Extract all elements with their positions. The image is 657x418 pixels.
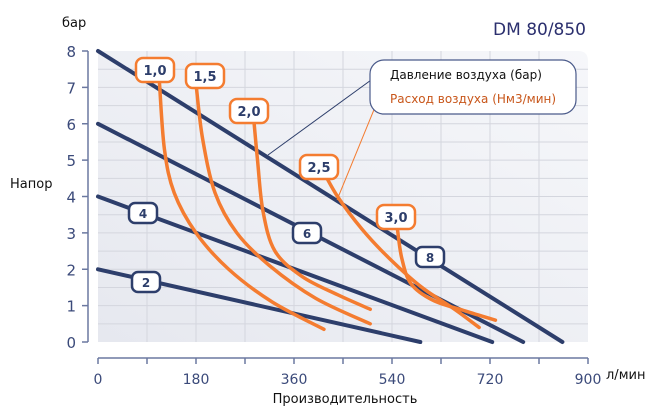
flow-label-1-0: 1,0 <box>143 64 166 79</box>
y-tick-label: 6 <box>66 116 76 134</box>
x-axis-label: Производительность <box>273 392 418 407</box>
flow-label-box <box>228 97 270 125</box>
y-tick-label: 7 <box>66 79 76 97</box>
pressure-label-6: 6 <box>303 227 311 241</box>
legend-pressure: Давление воздуха (бар) <box>390 68 542 82</box>
x-unit-label: л/мин <box>606 368 645 383</box>
pressure-label-8: 8 <box>426 251 434 265</box>
pressure-label-box <box>291 221 323 245</box>
x-tick-label: 0 <box>94 372 103 388</box>
axes: 0 1 2 3 4 5 6 7 8 0 180 360 540 720 900 <box>66 43 601 388</box>
legend-leader-flow <box>336 94 381 201</box>
legend-leader-pressure <box>267 74 379 156</box>
y-unit-label: бар <box>62 16 86 31</box>
pressure-label-box <box>130 270 162 294</box>
pressure-label-box <box>127 201 159 225</box>
flow-label-box <box>184 62 226 90</box>
y-tick-label: 3 <box>66 225 76 243</box>
pressure-label-2: 2 <box>142 276 150 290</box>
legend-box <box>369 59 577 115</box>
x-tick-label: 900 <box>575 372 602 388</box>
legend-flow: Расход воздуха (Нм3/мин) <box>390 92 556 106</box>
pressure-line-8 <box>96 49 565 344</box>
series-labels: 2 4 6 8 1,0 1,5 2,0 2,5 3,0 <box>127 56 446 294</box>
flow-curve-2-0 <box>251 111 372 312</box>
flow-curve-3-0 <box>395 227 498 322</box>
y-tick-label: 5 <box>66 152 76 170</box>
x-tick-label: 720 <box>477 372 504 388</box>
flow-label-1-5: 1,5 <box>193 70 216 85</box>
x-tick-label: 540 <box>379 372 406 388</box>
flow-curve-1-5 <box>194 81 372 326</box>
flow-label-box <box>375 203 417 231</box>
flow-curve-1-0 <box>157 81 326 332</box>
flow-label-2-5: 2,5 <box>307 161 330 176</box>
y-tick-label: 2 <box>66 261 76 279</box>
chart-title: DM 80/850 <box>493 20 586 40</box>
pressure-label-4: 4 <box>139 207 147 221</box>
y-axis-label: Напор <box>10 177 52 192</box>
x-tick-label: 360 <box>281 372 308 388</box>
x-tick-label: 180 <box>183 372 210 388</box>
flow-label-3-0: 3,0 <box>384 211 407 226</box>
y-tick-label: 0 <box>66 334 76 352</box>
y-tick-label: 4 <box>66 189 76 207</box>
flow-label-box <box>134 56 176 84</box>
y-tick-label: 1 <box>66 298 76 316</box>
pressure-line-4 <box>96 194 495 344</box>
flow-label-2-0: 2,0 <box>237 105 260 120</box>
flow-label-box <box>298 153 340 181</box>
pressure-label-box <box>414 245 446 269</box>
y-tick-label: 8 <box>66 43 76 61</box>
